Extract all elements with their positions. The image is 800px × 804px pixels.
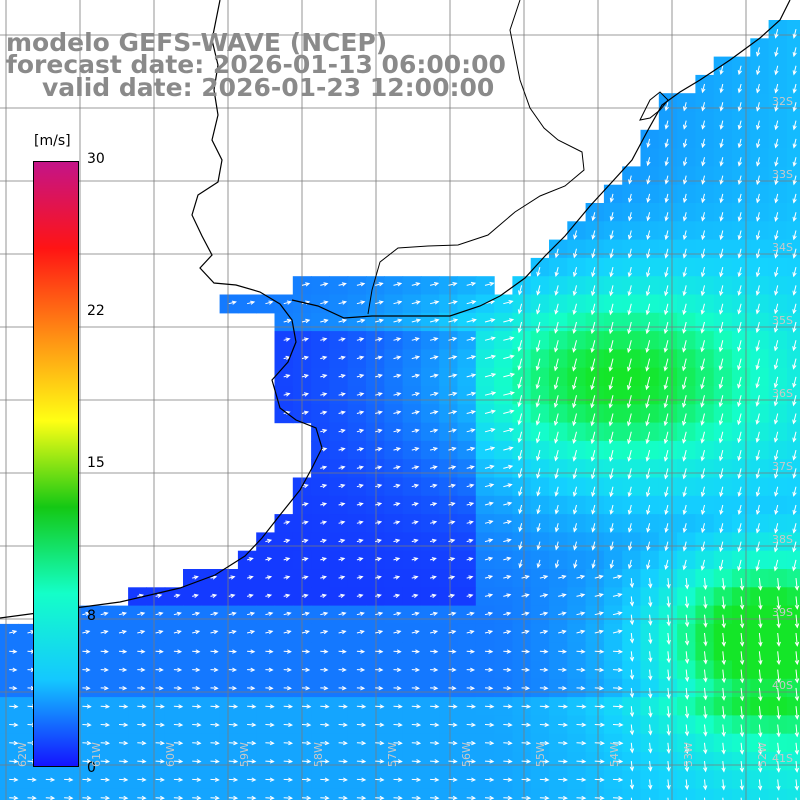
lat-label: 35S — [772, 314, 793, 327]
lon-label: 52W — [756, 742, 769, 767]
legend-tick-30: 30 — [87, 151, 105, 167]
lat-label: 36S — [772, 387, 793, 400]
lon-label: 59W — [238, 742, 251, 767]
field-cell — [787, 715, 800, 734]
lat-label: 40S — [772, 679, 793, 692]
lat-label: 37S — [772, 460, 793, 473]
legend-tick-22: 22 — [87, 303, 105, 319]
lon-label: 55W — [534, 742, 547, 767]
field-cell — [787, 404, 800, 423]
lat-label: 39S — [772, 606, 793, 619]
legend-unit: [m/s] — [34, 133, 71, 149]
lat-label: 41S — [772, 752, 793, 765]
lon-label: 56W — [460, 742, 473, 767]
lon-label: 57W — [386, 742, 399, 767]
field-cell — [787, 789, 800, 800]
field-cell — [787, 569, 800, 588]
legend-tick-15: 15 — [87, 455, 105, 471]
lat-label: 32S — [772, 95, 793, 108]
lat-label: 34S — [772, 241, 793, 254]
lon-label: 53W — [682, 742, 695, 767]
lon-label: 62W — [16, 742, 29, 767]
legend-colorbar — [33, 161, 79, 767]
valid-date: valid date: 2026-01-23 12:00:00 — [42, 75, 494, 101]
wind-speed-field — [0, 20, 800, 800]
field-cell — [787, 349, 800, 368]
lon-label: 58W — [312, 742, 325, 767]
field-cell — [787, 734, 800, 753]
lat-label: 38S — [772, 533, 793, 546]
field-cell — [787, 587, 800, 606]
lat-label: 33S — [772, 168, 793, 181]
legend-tick-8: 8 — [87, 608, 96, 624]
lon-label: 61W — [90, 742, 103, 767]
lon-label: 60W — [164, 742, 177, 767]
field-cell — [787, 551, 800, 570]
field-cell — [787, 368, 800, 387]
field-cell — [787, 331, 800, 350]
field-cell — [787, 697, 800, 716]
lon-label: 54W — [608, 742, 621, 767]
